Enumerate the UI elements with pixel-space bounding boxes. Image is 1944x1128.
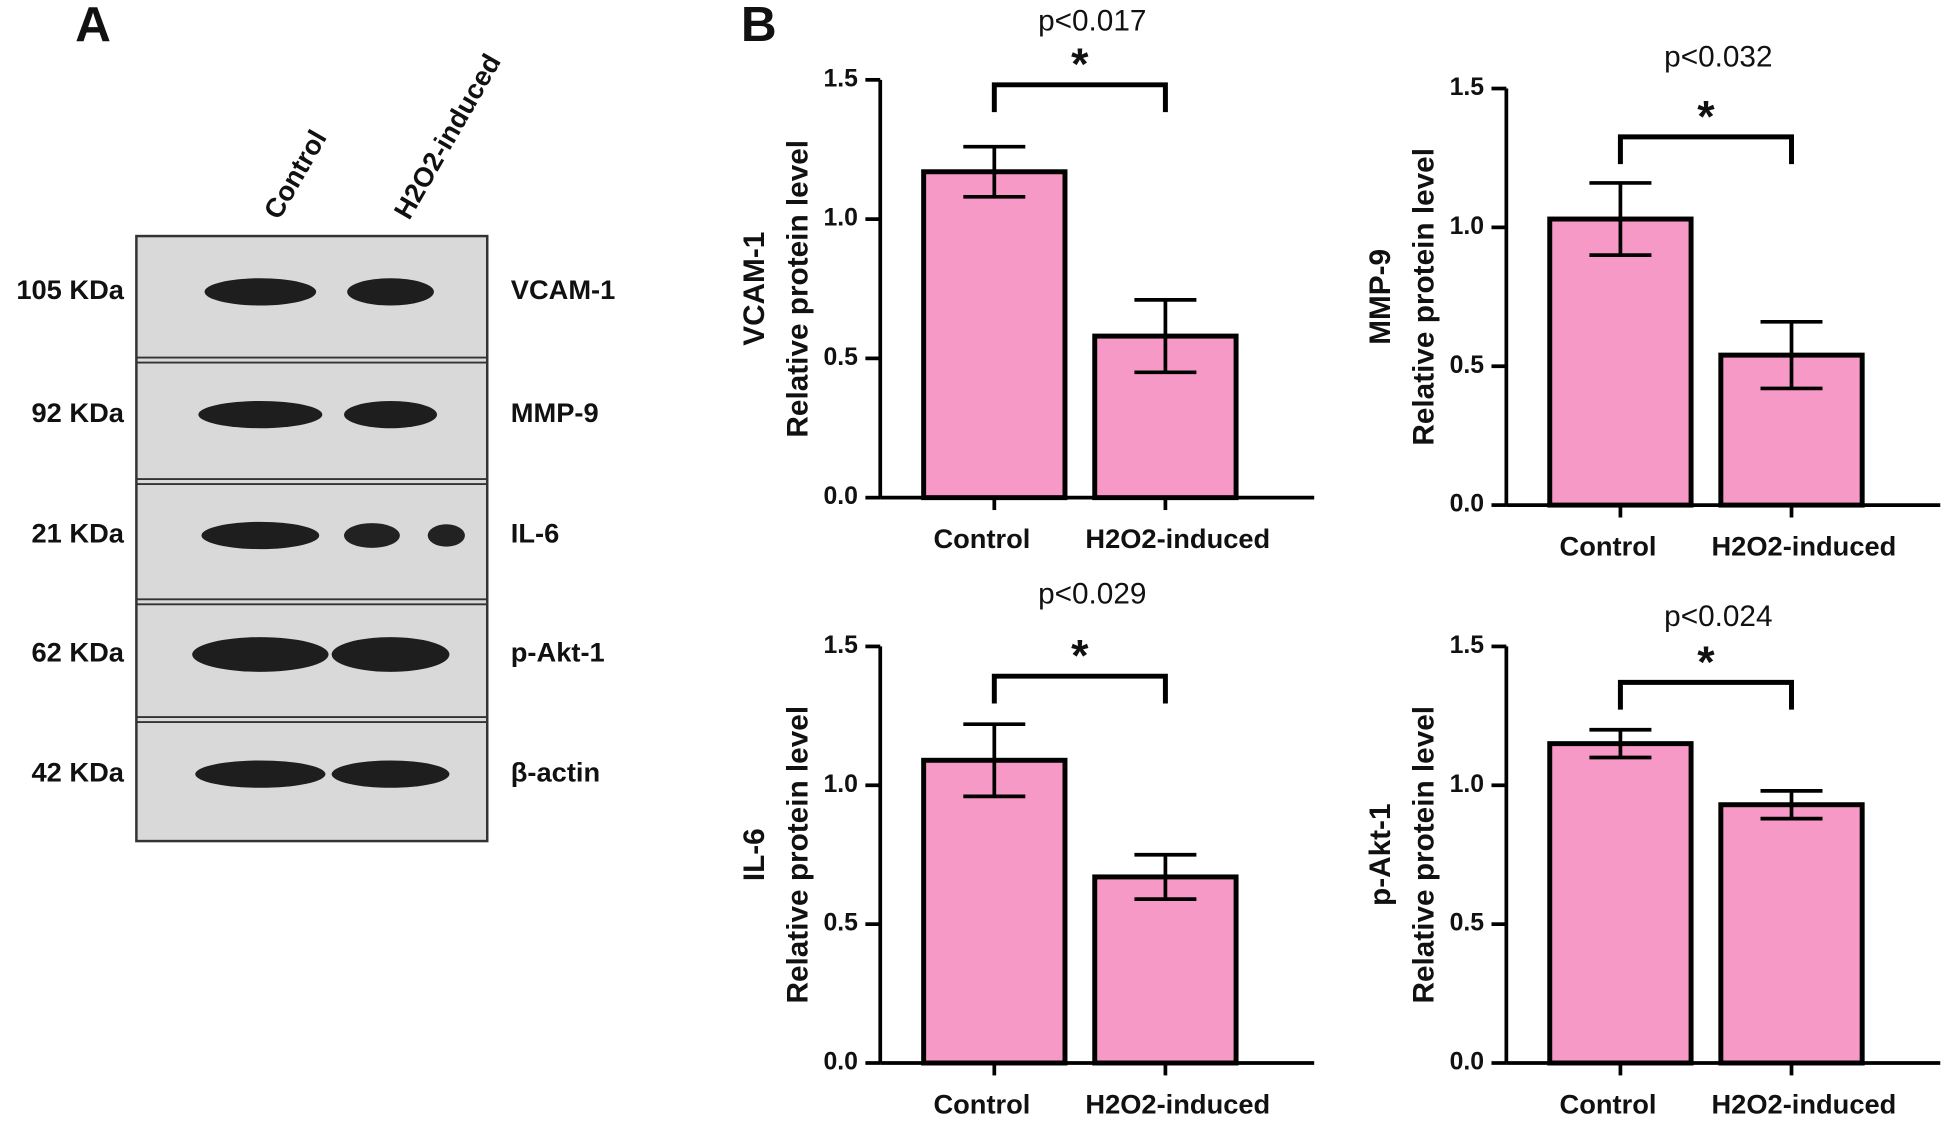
error-bar [1589,727,1652,760]
y-axis-label: VCAM-1 [738,232,771,346]
p-value: p<0.029 [1038,577,1146,610]
error-bar [963,144,1026,199]
x-tick-label: H2O2-induced [1711,531,1896,562]
kda-label: 21 KDa [32,518,125,549]
y-tick-label: 1.0 [1450,771,1484,798]
y-tick-label: 1.0 [823,205,857,232]
kda-label: 92 KDa [32,397,125,428]
y-tick-label: 0.0 [1450,1049,1484,1076]
bar [921,169,1068,501]
p-value: p<0.024 [1664,600,1772,633]
error-bar [963,722,1026,799]
error-bar [1589,181,1652,258]
significance-star: * [1071,40,1089,89]
error-bar [1134,298,1197,375]
y-tick-label: 0.0 [1450,491,1484,518]
y-axis-label: Relative protein level [782,140,815,438]
panel-label: A [75,0,111,52]
blot-band [344,523,400,548]
blot-band [347,278,434,306]
blot-band [198,400,323,429]
error-bar [1760,319,1823,391]
kda-label: 42 KDa [32,756,125,787]
blot-band [201,521,320,550]
y-tick-label: 1.0 [1450,213,1484,240]
significance-bracket [1617,134,1794,165]
kda-label: 62 KDa [32,637,125,668]
bar [1547,216,1694,508]
blot-band [344,400,438,429]
y-axis-label: Relative protein level [782,706,815,1004]
y-tick-label: 1.0 [823,771,857,798]
protein-label: VCAM-1 [511,274,616,305]
significance-bracket [1617,679,1794,710]
y-tick-label: 0.5 [823,344,858,371]
blot-band [195,760,326,788]
bar [1547,741,1694,1066]
y-tick-label: 1.5 [1450,74,1485,101]
y-tick-label: 1.5 [823,65,858,92]
y-axis-label: Relative protein level [1408,706,1441,1004]
y-tick-label: 0.5 [823,910,858,937]
y-tick-label: 0.0 [823,1049,857,1076]
bar [1718,802,1865,1066]
lane-label: H2O2-induced [388,48,507,224]
significance-bracket [991,673,1168,704]
blot-band [427,524,465,547]
protein-label: p-Akt-1 [511,637,605,668]
blot-band [192,637,329,672]
y-tick-label: 1.5 [823,632,858,659]
blot-band [331,760,450,788]
protein-label: IL-6 [511,518,559,549]
y-tick-label: 0.0 [823,483,857,510]
significance-star: * [1071,632,1089,681]
bar [921,757,1068,1066]
significance-star: * [1697,92,1715,141]
protein-label: β-actin [511,756,600,787]
p-value: p<0.032 [1664,41,1772,74]
x-tick-label: H2O2-induced [1711,1089,1896,1120]
x-tick-label: Control [933,523,1030,554]
y-axis-label: p-Akt-1 [1364,803,1397,905]
lane-label: Control [257,125,332,224]
p-value: p<0.017 [1038,5,1146,38]
y-tick-label: 0.5 [1450,910,1485,937]
protein-label: MMP-9 [511,397,599,428]
x-tick-label: H2O2-induced [1085,1089,1270,1120]
blot-band [331,637,450,672]
panel-label: B [741,0,777,52]
x-tick-label: H2O2-induced [1085,523,1270,554]
blot-band [204,278,317,306]
significance-star: * [1697,638,1715,687]
y-axis-label: Relative protein level [1408,148,1441,446]
y-tick-label: 1.5 [1450,632,1485,659]
kda-label: 105 KDa [16,274,124,305]
error-bar [1134,852,1197,902]
y-axis-label: MMP-9 [1364,249,1397,345]
significance-bracket [991,82,1168,113]
x-tick-label: Control [1560,531,1657,562]
bar [1092,874,1239,1066]
x-tick-label: Control [1560,1089,1657,1120]
y-tick-label: 0.5 [1450,352,1485,379]
x-tick-label: Control [933,1089,1030,1120]
y-axis-label: IL-6 [738,828,771,881]
error-bar [1760,788,1823,821]
